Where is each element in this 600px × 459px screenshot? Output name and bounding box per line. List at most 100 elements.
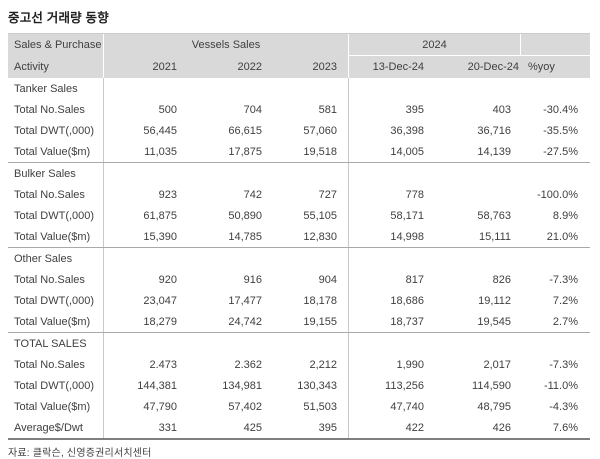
empty-cell [187, 78, 272, 99]
row-label: Total Value($m) [14, 400, 91, 413]
value-20dec: 114,590 [472, 379, 511, 392]
empty-cell [436, 78, 521, 99]
value-13dec: 14,005 [348, 141, 436, 162]
header-date-20dec: 20-Dec-24 [467, 61, 519, 73]
value-2021: 144,381 [103, 375, 187, 396]
header-group-2024: 2024 [348, 34, 521, 56]
value-yoy: -100.0% [537, 188, 578, 201]
value-13dec: 36,398 [348, 120, 436, 141]
empty-cell [187, 333, 272, 354]
header-date-13dec: 13-Dec-24 [348, 56, 436, 78]
table-row: Average$/Dwt 331 425 395 422 426 7.6% [8, 417, 590, 438]
value-2021: 500 [103, 99, 187, 120]
row-label: Total Value($m) [14, 315, 91, 328]
empty-cell [436, 248, 521, 269]
value-13dec: 18,737 [348, 311, 436, 332]
value-20dec: 403 [492, 103, 511, 116]
section-label-row: Other Sales [8, 248, 590, 269]
value-20dec: 58,763 [477, 209, 511, 222]
empty-cell [521, 248, 590, 269]
empty-cell [272, 333, 348, 354]
value-2022: 50,890 [228, 209, 262, 222]
value-2021: 920 [103, 269, 187, 290]
value-2021: 56,445 [103, 120, 187, 141]
table-row: Total DWT(,000) 144,381 134,981 130,343 … [8, 375, 590, 396]
value-13dec: 1,990 [348, 354, 436, 375]
value-13dec: 18,686 [348, 290, 436, 311]
value-20dec: 36,716 [477, 124, 511, 137]
header-year-2023: 2023 [312, 61, 337, 73]
empty-cell [103, 333, 187, 354]
empty-cell [521, 78, 590, 99]
empty-cell [103, 248, 187, 269]
value-2023: 19,518 [303, 145, 337, 158]
section-tanker-sales: Tanker Sales Total No.Sales 500 704 581 … [8, 78, 590, 162]
value-13dec: 395 [348, 99, 436, 120]
empty-cell [348, 248, 436, 269]
empty-cell [436, 333, 521, 354]
value-yoy: -35.5% [543, 124, 578, 137]
value-2023: 2,212 [309, 358, 337, 371]
row-label: Total DWT(,000) [14, 294, 95, 307]
section-label-row: TOTAL SALES [8, 333, 590, 354]
value-yoy: -11.0% [543, 379, 578, 392]
table-row: Total No.Sales 923 742 727 778 -100.0% [8, 184, 590, 205]
value-yoy: -30.4% [543, 103, 578, 116]
table-row: Total Value($m) 11,035 17,875 19,518 14,… [8, 141, 590, 162]
value-2021: 61,875 [103, 205, 187, 226]
section-other-sales: Other Sales Total No.Sales 920 916 904 8… [8, 247, 590, 332]
source-note: 자료: 클락슨, 신영증권리서치센터 [8, 448, 152, 459]
value-2021: 331 [103, 417, 187, 438]
header-yoy: %yoy [528, 61, 555, 73]
table-row: Total DWT(,000) 61,875 50,890 55,105 58,… [8, 205, 590, 226]
row-label: Total DWT(,000) [14, 124, 95, 137]
row-label: Total DWT(,000) [14, 209, 95, 222]
value-2023: 904 [318, 273, 337, 286]
value-2021: 923 [103, 184, 187, 205]
value-2022: 742 [243, 188, 262, 201]
header-activity-line1: Sales & Purchase [14, 39, 102, 51]
empty-cell [103, 78, 187, 99]
value-13dec: 58,171 [348, 205, 436, 226]
section-label: TOTAL SALES [14, 337, 87, 350]
value-2022: 66,615 [228, 124, 262, 137]
value-2022: 425 [243, 421, 262, 434]
value-20dec [436, 184, 521, 205]
table-row: Total No.Sales 2.473 2.362 2,212 1,990 2… [8, 354, 590, 375]
row-label: Total No.Sales [14, 188, 85, 201]
value-20dec: 48,795 [477, 400, 511, 413]
table-row: Total Value($m) 15,390 14,785 12,830 14,… [8, 226, 590, 247]
value-2023: 130,343 [297, 379, 337, 392]
value-2023: 51,503 [303, 400, 337, 413]
header-activity-cell: Sales & Purchase Activity [8, 34, 103, 78]
table-row: Total DWT(,000) 56,445 66,615 57,060 36,… [8, 120, 590, 141]
value-2022: 57,402 [228, 400, 262, 413]
value-yoy: -4.3% [549, 400, 578, 413]
value-yoy: -7.3% [549, 273, 578, 286]
empty-cell [187, 163, 272, 184]
table-row: Total DWT(,000) 23,047 17,477 18,178 18,… [8, 290, 590, 311]
value-2022: 916 [243, 273, 262, 286]
value-2022: 134,981 [222, 379, 262, 392]
value-20dec: 19,112 [478, 294, 511, 307]
value-2023: 57,060 [303, 124, 337, 137]
value-13dec: 113,256 [348, 375, 436, 396]
value-2023: 55,105 [303, 209, 337, 222]
value-yoy: 8.9% [552, 209, 578, 222]
row-label: Total No.Sales [14, 273, 85, 286]
header-year-2021: 2021 [103, 56, 187, 78]
empty-cell [272, 248, 348, 269]
value-2023: 18,178 [303, 294, 337, 307]
empty-cell [187, 248, 272, 269]
section-total-sales: TOTAL SALES Total No.Sales 2.473 2.362 2… [8, 332, 590, 438]
value-2023: 581 [318, 103, 337, 116]
header-year-2022: 2022 [237, 61, 262, 73]
empty-cell [436, 163, 521, 184]
value-yoy: -7.3% [549, 358, 578, 371]
empty-cell [521, 163, 590, 184]
header-activity-line2: Activity [14, 61, 49, 73]
value-2022: 704 [243, 103, 262, 116]
value-20dec: 2,017 [483, 358, 511, 371]
page-title: 중고선 거래량 동향 [8, 11, 109, 25]
value-2023: 727 [318, 188, 337, 201]
